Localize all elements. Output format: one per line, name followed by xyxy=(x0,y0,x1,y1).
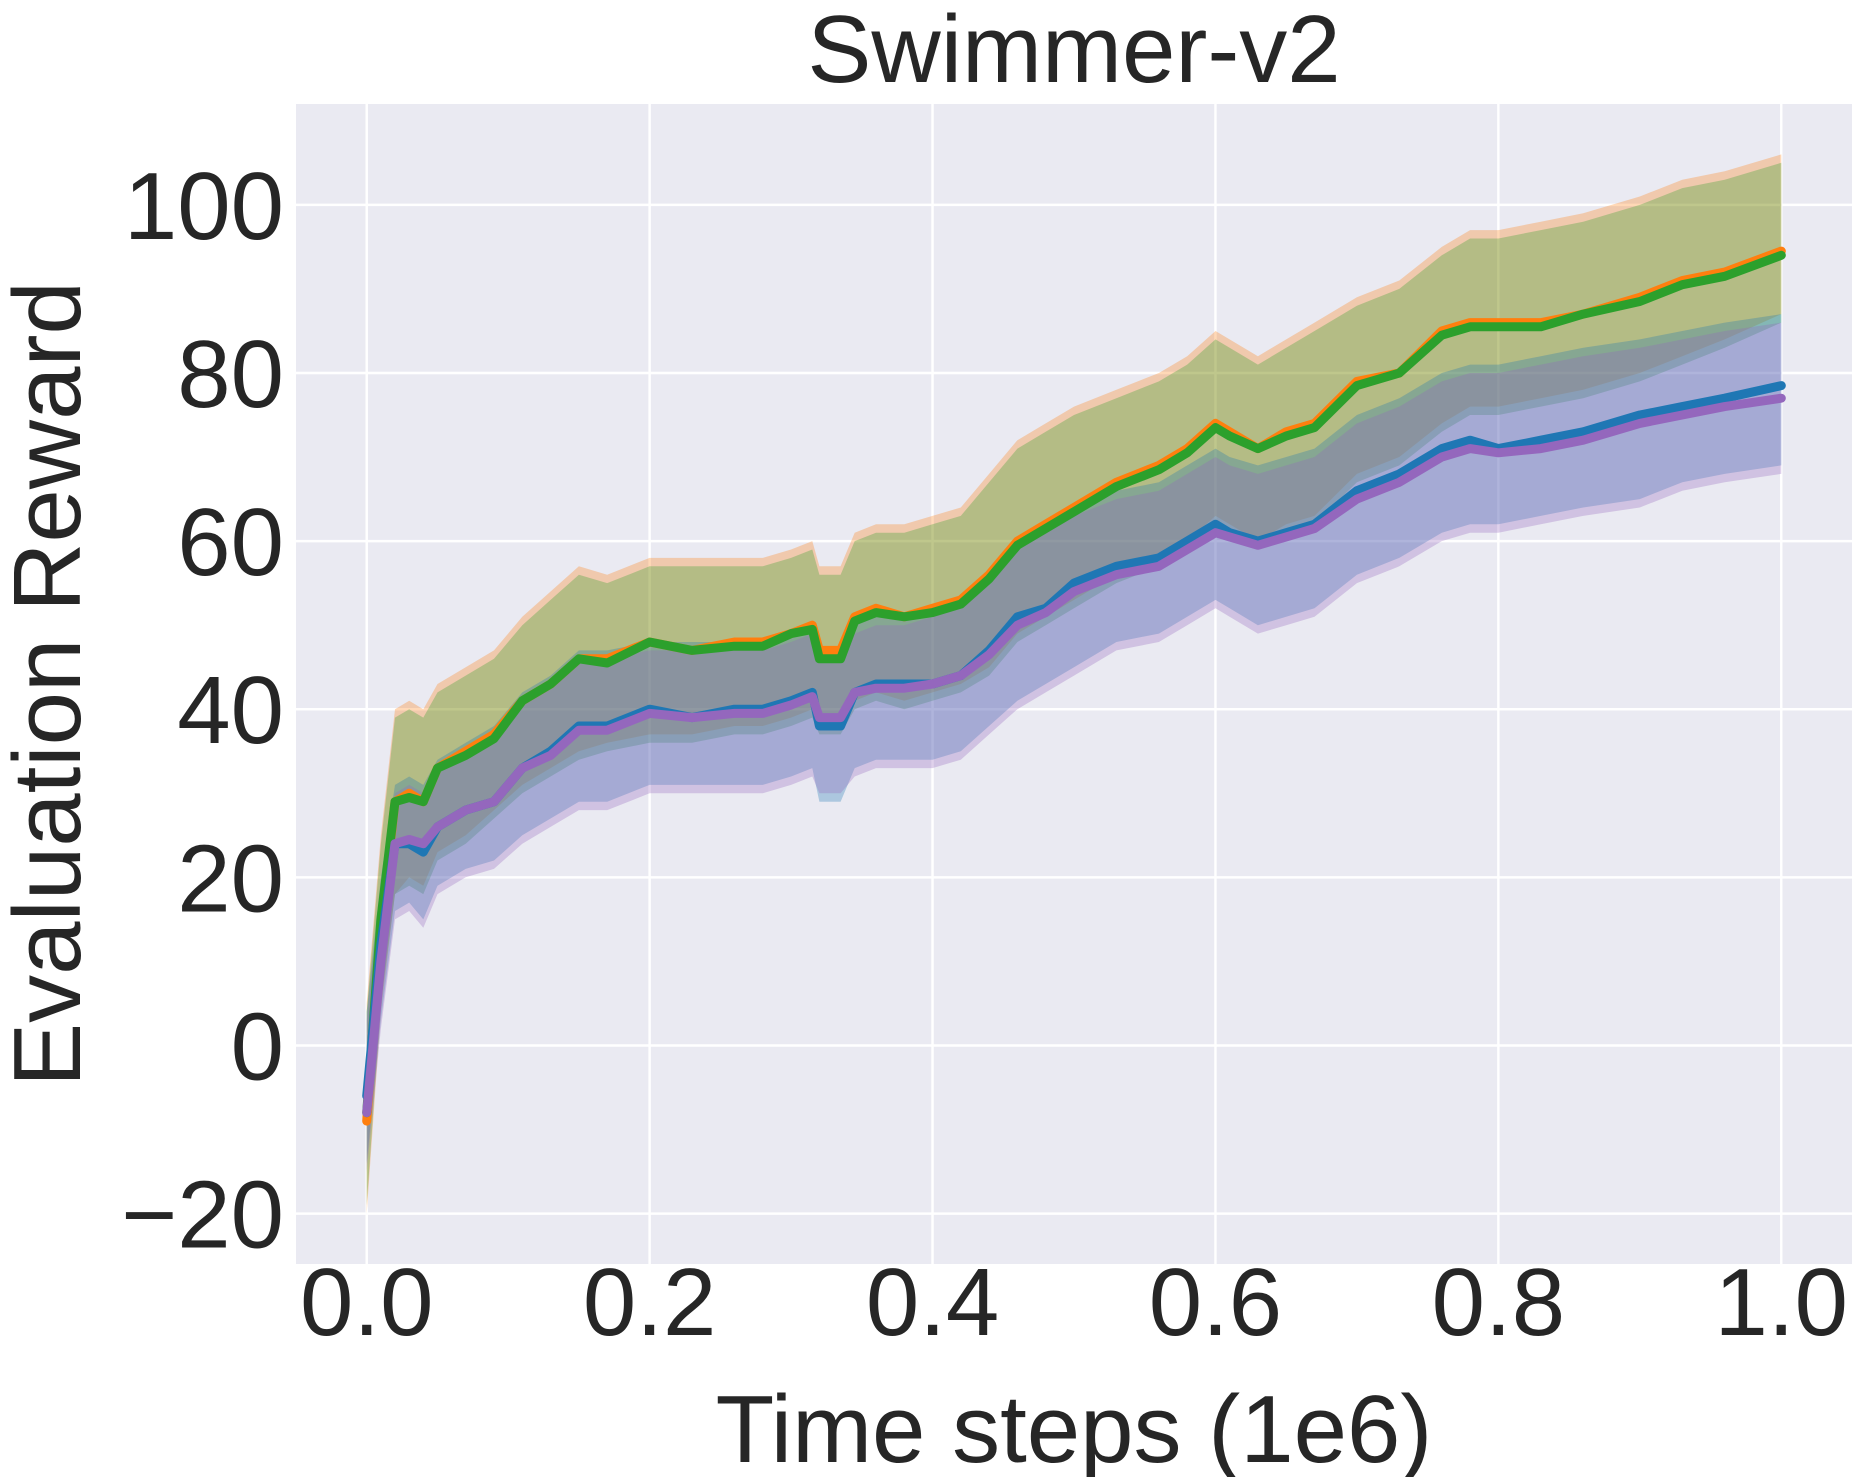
y-tick-label: 20 xyxy=(177,825,284,932)
y-tick-label: 0 xyxy=(231,993,284,1100)
series-lines xyxy=(362,246,1786,1126)
series-band xyxy=(366,322,1782,1172)
x-tick-label: 1.0 xyxy=(1715,1249,1848,1356)
x-tick-label: 0.2 xyxy=(583,1249,716,1356)
series-band xyxy=(366,162,1782,1206)
series-line xyxy=(362,393,1786,1118)
x-tick-label: 0.4 xyxy=(866,1249,999,1356)
y-tick-label: 40 xyxy=(177,657,284,764)
x-tick-label: 0.0 xyxy=(300,1249,433,1356)
series-line xyxy=(362,250,1786,1118)
y-tick-label: 100 xyxy=(124,153,284,260)
y-axis-label: Evaluation Reward xyxy=(0,281,101,1087)
series-band xyxy=(366,314,1782,1164)
x-tick-label: 0.8 xyxy=(1432,1249,1565,1356)
x-tick-label: 0.6 xyxy=(1149,1249,1282,1356)
y-tick-label: 60 xyxy=(177,489,284,596)
chart-title: Swimmer-v2 xyxy=(807,0,1340,103)
y-tick-label: −20 xyxy=(121,1162,284,1269)
y-tick-labels: −20 0 20 40 60 80 100 xyxy=(121,153,284,1269)
x-tick-labels: 0.0 0.2 0.4 0.6 0.8 1.0 xyxy=(300,1249,1848,1356)
series-band xyxy=(366,154,1782,1214)
y-tick-label: 80 xyxy=(177,321,284,428)
confidence-bands xyxy=(366,154,1782,1214)
x-axis-label: Time steps (1e6) xyxy=(716,1376,1433,1477)
